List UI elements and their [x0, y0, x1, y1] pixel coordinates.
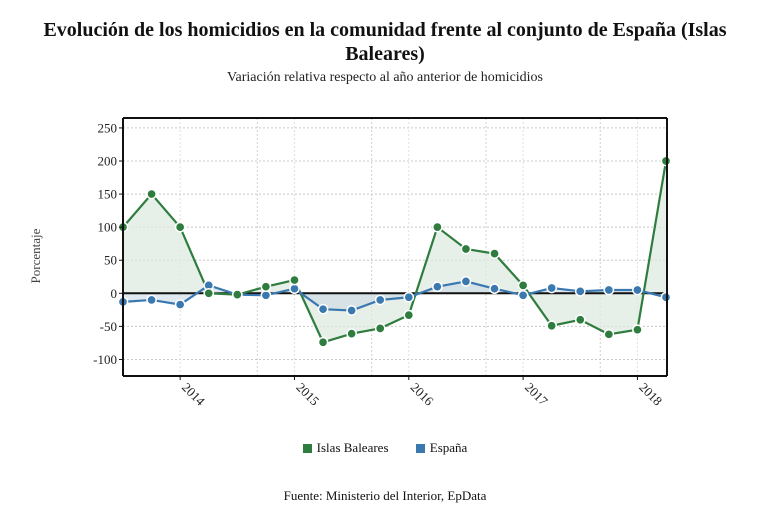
data-point	[517, 280, 529, 291]
data-point	[346, 328, 357, 340]
y-axis-ticks: 250 200 150 100 50 0 -50 -100	[93, 120, 123, 367]
area-0	[123, 161, 666, 343]
series-points	[117, 155, 672, 348]
data-point	[517, 289, 529, 301]
y-tick-label: 50	[104, 253, 117, 268]
data-point	[346, 305, 357, 316]
y-tick-label: -50	[100, 319, 117, 334]
data-point	[460, 243, 472, 255]
y-tick-label: 250	[98, 120, 118, 135]
data-point	[374, 323, 386, 334]
legend-item-espana[interactable]: España	[415, 440, 468, 456]
y-tick-label: 100	[98, 220, 118, 235]
data-point	[489, 248, 500, 259]
data-point	[231, 289, 243, 300]
data-point	[403, 291, 415, 303]
data-point	[432, 281, 443, 293]
data-point	[603, 284, 615, 296]
legend-item-islas-baleares[interactable]: Islas Baleares	[302, 440, 389, 456]
data-point	[432, 221, 443, 233]
y-tick-label: -100	[93, 352, 117, 367]
x-tick-label: 2014	[179, 380, 208, 409]
legend: Islas Baleares España	[0, 440, 770, 457]
chart-subtitle: Variación relativa respecto al año anter…	[226, 70, 544, 85]
source-note: Fuente: Ministerio del Interior, EpData	[283, 488, 487, 503]
data-point	[603, 328, 615, 340]
chart-title: Evolución de los homicidios en la comuni…	[0, 18, 770, 66]
plot-frame	[122, 117, 668, 377]
chart-title-line2: Baleares)	[345, 43, 425, 65]
legend-label-islas-baleares: Islas Baleares	[316, 440, 389, 455]
data-point	[260, 281, 272, 293]
data-point	[146, 294, 157, 306]
data-point	[260, 289, 272, 301]
data-point	[289, 274, 300, 286]
legend-swatch-islas-baleares	[302, 443, 312, 453]
data-point	[374, 294, 386, 306]
x-tick-label: 2017	[522, 380, 551, 409]
chart-title-line1: Evolución de los homicidios en la comuni…	[43, 19, 727, 41]
data-point	[632, 284, 643, 296]
grid-lines	[123, 118, 667, 376]
y-tick-label: 0	[111, 286, 118, 301]
data-point	[460, 276, 472, 287]
x-tick-label: 2018	[636, 380, 665, 409]
data-point	[317, 303, 329, 315]
data-point	[632, 324, 643, 336]
data-point	[174, 221, 186, 233]
y-tick-label: 200	[98, 154, 118, 169]
x-tick-label: 2015	[293, 380, 322, 409]
series-areas	[123, 161, 666, 343]
x-axis-ticks: 2014 2015 2016 2017 2018	[179, 376, 665, 409]
data-point	[146, 188, 157, 200]
x-tick-label: 2016	[408, 380, 437, 409]
data-point	[289, 283, 300, 295]
data-point	[546, 320, 558, 332]
data-point	[317, 336, 329, 348]
legend-swatch-espana	[415, 443, 425, 453]
data-point	[174, 299, 186, 310]
area-1	[123, 281, 666, 311]
data-point	[203, 287, 215, 299]
y-tick-label: 150	[98, 187, 118, 202]
data-point	[403, 309, 415, 321]
data-point	[574, 285, 586, 297]
data-point	[574, 314, 586, 326]
legend-label-espana: España	[429, 440, 468, 455]
data-point	[546, 282, 558, 294]
data-point	[489, 283, 500, 295]
